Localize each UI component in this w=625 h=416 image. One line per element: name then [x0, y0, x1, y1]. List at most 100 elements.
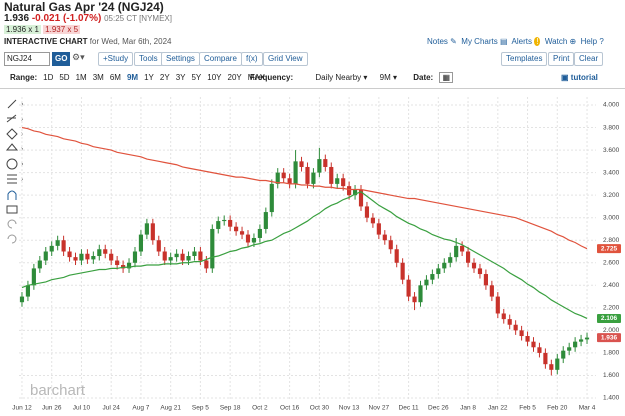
- links: Notes ✎ My Charts ▤ Alerts ! Watch ⊕ Hel…: [427, 37, 604, 46]
- tool-icon[interactable]: [7, 99, 17, 109]
- candle-body: [561, 350, 566, 359]
- range-option[interactable]: 3Y: [175, 73, 186, 82]
- watermark: barchart: [30, 382, 86, 399]
- candle-body: [287, 178, 292, 184]
- candle-body: [281, 172, 286, 179]
- toolbar-button[interactable]: Clear: [574, 52, 604, 66]
- price-marker: [597, 313, 621, 323]
- candle-body: [192, 251, 197, 257]
- x-tick-label: Mar 4: [579, 405, 596, 412]
- candle-body: [79, 253, 84, 261]
- link[interactable]: Alerts: [511, 37, 532, 46]
- link[interactable]: My Charts: [461, 37, 498, 46]
- range-option[interactable]: 1M: [75, 73, 87, 82]
- candle-body: [138, 234, 144, 252]
- candle-body: [501, 313, 506, 320]
- candle-body: [317, 159, 322, 173]
- chart-label: INTERACTIVE CHART: [4, 37, 88, 46]
- range-option[interactable]: 6M: [109, 73, 121, 82]
- tool-arrow: ›: [21, 101, 24, 108]
- x-tick-label: Oct 2: [252, 405, 268, 412]
- tool-icon[interactable]: [6, 128, 18, 140]
- calendar-icon[interactable]: ▦: [439, 72, 454, 83]
- tool-icon[interactable]: [6, 205, 18, 214]
- time: 05:25 CT [NYMEX]: [104, 14, 172, 23]
- range-option[interactable]: 1Y: [144, 73, 154, 82]
- range-option[interactable]: MAX: [247, 73, 266, 82]
- tool-arrow: ›: [21, 176, 24, 183]
- candle-body: [406, 279, 411, 297]
- price-marker-label: 1.936: [601, 334, 618, 341]
- tool-icon[interactable]: [6, 158, 18, 170]
- title: Natural Gas Apr '24 (NGJ24): [4, 0, 164, 14]
- toolbar-button[interactable]: Templates: [501, 52, 548, 66]
- toolbar-button[interactable]: f(x): [241, 52, 263, 66]
- x-tick-label: Sep 5: [192, 405, 209, 412]
- toolbar-button[interactable]: Compare: [199, 52, 242, 66]
- candle-body: [424, 279, 429, 286]
- toolbar-button[interactable]: Print: [548, 52, 575, 66]
- tool-icon[interactable]: [7, 190, 17, 200]
- price-marker-label: 2.725: [601, 245, 618, 252]
- range-option[interactable]: 1D: [43, 73, 54, 82]
- period-select[interactable]: 9M: [379, 73, 391, 82]
- candle-body: [239, 231, 245, 235]
- tutorial[interactable]: ▣ tutorial: [561, 73, 598, 82]
- candle-body: [174, 253, 179, 258]
- candle-body: [519, 330, 524, 337]
- y-tick-label: 3.800: [603, 124, 620, 131]
- toolbar-button[interactable]: Settings: [161, 52, 200, 66]
- candle-body: [364, 206, 370, 218]
- candle-body: [269, 183, 274, 213]
- candle-body: [418, 285, 423, 303]
- symbol-input[interactable]: NGJ24: [4, 52, 50, 66]
- tool-icon[interactable]: [7, 219, 17, 229]
- toolbar-button[interactable]: +Study: [98, 52, 134, 66]
- range-option[interactable]: 5Y: [191, 73, 202, 82]
- tool-icon[interactable]: [7, 174, 17, 184]
- candle-body: [180, 253, 185, 261]
- range-label: Range:: [10, 73, 38, 82]
- candle-body: [73, 257, 78, 261]
- go-button[interactable]: GO: [52, 52, 71, 66]
- tool-arrow: ›: [21, 131, 24, 138]
- x-tick-label: Jan 22: [488, 405, 508, 412]
- x-tick-label: Oct 16: [280, 405, 300, 412]
- candle-body: [483, 274, 488, 286]
- candle-body: [91, 256, 96, 260]
- toolbar-button[interactable]: Grid View: [263, 52, 308, 66]
- candle-body: [234, 226, 239, 232]
- tool-icon[interactable]: [7, 234, 17, 244]
- link[interactable]: Help: [580, 37, 598, 46]
- toolbar-button[interactable]: Tools: [134, 52, 163, 66]
- price: 1.936: [4, 13, 30, 24]
- link[interactable]: Notes: [427, 37, 448, 46]
- range-option[interactable]: 10Y: [207, 73, 222, 82]
- x-tick-label: Aug 7: [132, 405, 149, 412]
- range-option[interactable]: 20Y: [227, 73, 242, 82]
- candle-body: [549, 364, 554, 370]
- range-option[interactable]: 3M: [92, 73, 104, 82]
- link[interactable]: Watch: [544, 37, 568, 46]
- candle-body: [567, 347, 572, 351]
- y-tick-label: 2.600: [603, 259, 620, 266]
- y-tick-label: 3.600: [603, 147, 620, 154]
- candles: [19, 147, 590, 376]
- frequency-label: Frequency:: [250, 73, 294, 82]
- range-option[interactable]: 9M: [126, 73, 139, 82]
- candle-body: [216, 221, 221, 229]
- range-option[interactable]: 5D: [59, 73, 70, 82]
- candle-body: [168, 257, 173, 261]
- candle-body: [43, 251, 48, 261]
- tool-icon[interactable]: [6, 114, 17, 123]
- x-tick-label: Nov 27: [369, 405, 390, 412]
- tool-icon[interactable]: [5, 143, 19, 151]
- frequency-select[interactable]: Daily Nearby: [315, 73, 362, 82]
- settings-icon[interactable]: ⚙▾: [72, 52, 85, 62]
- drawing-tools: [5, 99, 19, 244]
- y-tick-label: 2.400: [603, 282, 620, 289]
- y-tick-label: 2.200: [603, 305, 620, 312]
- range-option[interactable]: 2Y: [159, 73, 170, 82]
- candle-body: [584, 337, 590, 340]
- candle-body: [412, 296, 417, 303]
